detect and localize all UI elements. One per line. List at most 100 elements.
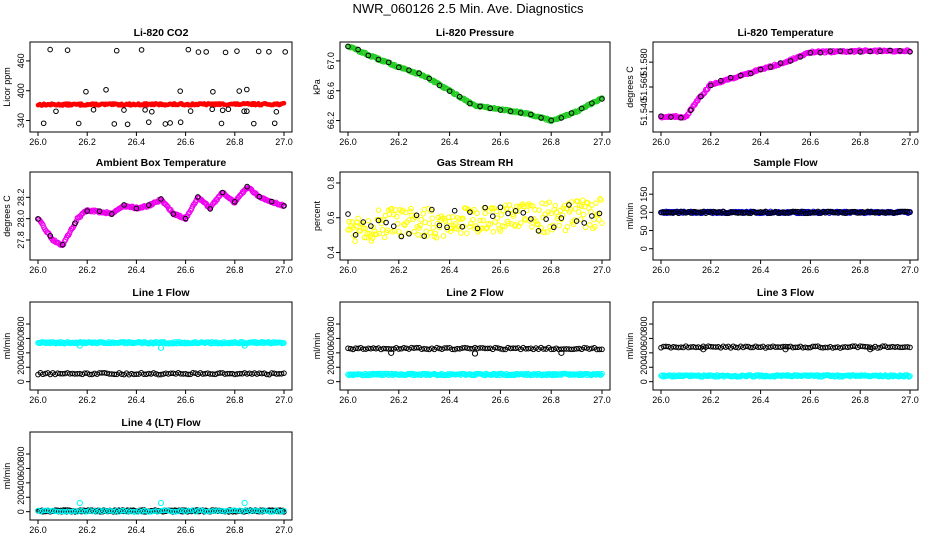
x-tick-label: 26.4 — [128, 265, 146, 275]
x-tick-label: 26.0 — [652, 137, 670, 147]
data-point — [282, 49, 289, 55]
data-point — [678, 208, 684, 215]
x-tick-label: 26.8 — [542, 265, 560, 275]
data-point — [541, 229, 547, 236]
data-point — [467, 209, 473, 215]
x-tick-label: 27.0 — [593, 137, 611, 147]
data-point — [446, 218, 453, 225]
data-point — [730, 343, 737, 350]
data-point — [471, 206, 477, 213]
data-point — [209, 106, 215, 113]
x-tick-label: 26.2 — [702, 265, 720, 275]
data-point — [234, 48, 240, 54]
data-point — [111, 371, 118, 378]
data-point — [222, 49, 229, 56]
data-point — [544, 229, 550, 235]
y-axis-label: ml/min — [625, 203, 635, 230]
plot-frame — [652, 301, 919, 391]
data-point — [732, 344, 739, 351]
x-tick-label: 27.0 — [275, 265, 293, 275]
data-point — [255, 48, 262, 55]
data-point — [47, 233, 54, 239]
data-point — [449, 346, 455, 353]
data-point — [398, 233, 405, 240]
y-tick-label: 400 — [16, 83, 26, 98]
data-point — [192, 508, 199, 515]
data-point — [837, 345, 844, 351]
chart-title: Ambient Box Temperature — [96, 157, 227, 169]
data-point — [479, 345, 486, 351]
data-point — [587, 222, 593, 228]
data-point — [839, 210, 846, 216]
data-point — [145, 119, 152, 125]
y-tick-label: 200 — [16, 490, 26, 505]
data-point — [345, 227, 351, 233]
data-point — [225, 106, 232, 113]
data-point — [760, 209, 766, 215]
data-point — [276, 509, 282, 515]
data-point — [520, 209, 527, 216]
data-point — [849, 209, 856, 215]
data-point — [511, 223, 518, 229]
data-point — [460, 215, 466, 222]
data-point — [439, 346, 445, 352]
data-point — [467, 345, 473, 352]
x-tick-label: 26.2 — [78, 137, 96, 147]
data-point — [730, 209, 737, 215]
data-point — [197, 507, 204, 513]
data-point — [268, 198, 275, 205]
x-tick-label: 26.4 — [441, 137, 459, 147]
data-point — [219, 189, 226, 196]
y-tick-label: 340 — [16, 113, 26, 128]
data-point — [268, 509, 275, 515]
data-point — [433, 371, 440, 378]
data-point — [467, 223, 473, 230]
data-point — [103, 86, 109, 93]
data-point — [162, 121, 169, 127]
x-tick-label: 26.8 — [226, 395, 244, 405]
data-point — [53, 108, 59, 115]
data-point — [548, 210, 555, 217]
x-tick-label: 26.2 — [78, 395, 96, 405]
x-tick-label: 26.8 — [542, 137, 560, 147]
data-point — [185, 46, 192, 53]
y-tick-label: 51.540 — [639, 98, 649, 126]
data-point — [456, 346, 463, 352]
data-point — [464, 345, 471, 351]
data-point — [365, 217, 372, 224]
chart-title: Line 4 (LT) Flow — [121, 417, 201, 429]
data-point — [689, 106, 695, 112]
data-point — [418, 216, 424, 223]
chart-title: Li-820 Temperature — [737, 27, 833, 39]
data-point — [381, 234, 388, 241]
data-point — [145, 202, 152, 208]
data-marks — [658, 208, 913, 217]
y-tick-label: 28.2 — [16, 189, 26, 207]
data-point — [512, 345, 519, 352]
x-tick-label: 26.6 — [802, 265, 820, 275]
data-point — [158, 196, 164, 202]
data-point — [76, 499, 83, 507]
y-axis-label: ml/min — [625, 333, 635, 360]
data-point — [81, 370, 88, 376]
data-point — [436, 82, 443, 89]
x-tick-label: 26.4 — [441, 265, 459, 275]
data-point — [390, 223, 397, 230]
data-point — [867, 346, 874, 353]
data-point — [393, 213, 400, 220]
data-point — [392, 207, 399, 213]
data-point — [40, 222, 46, 228]
y-tick-label: 400 — [639, 345, 649, 360]
data-point — [535, 221, 541, 228]
data-point — [84, 208, 90, 214]
chart-panel: Line 3 Flow 26.0 26.2 26.4 26.6 26.8 27.0 0 2004… — [625, 287, 919, 405]
data-marks — [345, 344, 605, 379]
data-point — [347, 345, 354, 352]
chart-title: Li-820 Pressure — [436, 27, 514, 39]
y-tick-label: 600 — [326, 331, 336, 346]
x-tick-label: 26.4 — [441, 395, 459, 405]
data-point — [386, 211, 393, 218]
data-point — [543, 371, 549, 377]
data-point — [167, 120, 173, 126]
x-tick-label: 26.0 — [339, 265, 357, 275]
